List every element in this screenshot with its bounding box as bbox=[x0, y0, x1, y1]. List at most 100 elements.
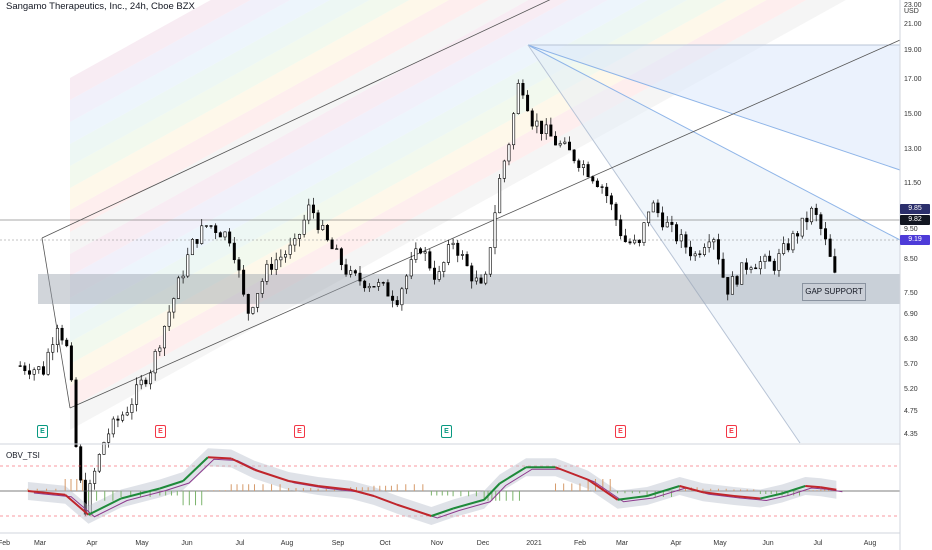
candle-up bbox=[647, 211, 651, 224]
candle-down bbox=[744, 262, 748, 270]
time-tick: Feb bbox=[0, 540, 10, 547]
channel-start-line bbox=[41, 237, 71, 409]
candle-up bbox=[800, 217, 804, 237]
candle-down bbox=[675, 224, 679, 242]
channel-band bbox=[70, 0, 688, 342]
candle-down bbox=[619, 219, 623, 237]
candle-down bbox=[339, 248, 343, 266]
price-axis-bg bbox=[900, 0, 932, 550]
candle-down bbox=[27, 370, 31, 375]
indicator-tsi-line bbox=[431, 507, 454, 517]
candle-up bbox=[158, 347, 162, 352]
candle-up bbox=[307, 204, 311, 221]
candle-up bbox=[749, 267, 753, 270]
time-tick: Feb bbox=[574, 540, 586, 547]
indicator-tsi-line bbox=[373, 495, 398, 506]
candle-up bbox=[493, 212, 497, 248]
candle-up bbox=[702, 247, 706, 255]
candle-down bbox=[735, 276, 739, 285]
candle-up bbox=[260, 281, 264, 294]
candle-up bbox=[707, 241, 711, 248]
candle-up bbox=[172, 298, 176, 313]
candle-up bbox=[405, 275, 409, 290]
candle-down bbox=[69, 345, 73, 381]
price-tick: 4.35 bbox=[904, 431, 918, 438]
candle-up bbox=[507, 144, 511, 162]
candle-down bbox=[218, 232, 222, 238]
indicator-tsi-line bbox=[483, 482, 501, 501]
candle-down bbox=[577, 160, 581, 168]
candle-up bbox=[642, 222, 646, 243]
candle-down bbox=[768, 255, 772, 262]
earnings-marker-3[interactable]: E bbox=[294, 425, 305, 438]
candle-up bbox=[302, 219, 306, 235]
candle-up bbox=[498, 178, 502, 214]
candle-up bbox=[274, 259, 278, 270]
indicator-tsi-line bbox=[288, 480, 319, 487]
candle-down bbox=[60, 327, 64, 341]
earnings-marker-4[interactable]: E bbox=[441, 425, 452, 438]
candle-up bbox=[46, 351, 50, 375]
channel-band bbox=[70, 0, 330, 144]
candle-up bbox=[153, 351, 157, 374]
candle-down bbox=[772, 260, 776, 271]
candle-down bbox=[828, 238, 832, 257]
candle-up bbox=[181, 275, 185, 279]
channel-lower-line bbox=[69, 39, 901, 409]
candle-up bbox=[149, 372, 153, 385]
earnings-marker-1[interactable]: E bbox=[37, 425, 48, 438]
earnings-marker-2[interactable]: E bbox=[155, 425, 166, 438]
indicator-tsi-line bbox=[88, 497, 122, 516]
candle-up bbox=[679, 234, 683, 242]
candle-down bbox=[684, 234, 688, 248]
earnings-marker-6[interactable]: E bbox=[726, 425, 737, 438]
candle-up bbox=[740, 262, 744, 285]
candle-up bbox=[200, 225, 204, 244]
candle-down bbox=[786, 243, 790, 251]
indicator-label: OBV_TSI bbox=[6, 451, 40, 460]
indicator-tsi-line bbox=[679, 485, 704, 494]
candle-down bbox=[628, 241, 632, 244]
candle-up bbox=[777, 253, 781, 271]
candle-down bbox=[363, 280, 367, 289]
candle-down bbox=[521, 83, 525, 96]
indicator-tsi-line bbox=[617, 495, 648, 501]
candle-down bbox=[819, 214, 823, 229]
candle-down bbox=[23, 365, 27, 372]
candle-up bbox=[162, 325, 166, 349]
indicator-tsi-line bbox=[396, 503, 432, 517]
candle-down bbox=[656, 202, 660, 214]
time-tick: Apr bbox=[87, 540, 99, 547]
fan-line-2 bbox=[527, 44, 901, 241]
indicator-tsi-line bbox=[159, 480, 184, 490]
candle-up bbox=[121, 414, 125, 421]
gap-support-label[interactable]: GAP SUPPORT bbox=[802, 283, 866, 301]
indicator-signal-line bbox=[33, 458, 843, 519]
currency-label: USD bbox=[904, 8, 919, 15]
candle-down bbox=[344, 264, 348, 275]
candle-down bbox=[358, 272, 362, 282]
candle-up bbox=[488, 247, 492, 275]
candle-down bbox=[270, 263, 274, 270]
candle-down bbox=[572, 149, 576, 162]
time-tick: Sep bbox=[332, 540, 345, 547]
price-tick: 21.00 bbox=[904, 21, 922, 28]
candle-down bbox=[595, 180, 599, 188]
time-tick: Jul bbox=[236, 540, 245, 547]
indicator-tsi-line bbox=[555, 466, 589, 481]
candle-down bbox=[79, 446, 83, 481]
candle-up bbox=[451, 242, 455, 245]
candle-up bbox=[107, 433, 111, 443]
candle-up bbox=[288, 244, 292, 255]
time-tick: Jun bbox=[181, 540, 192, 547]
candle-up bbox=[111, 418, 115, 435]
indicator-tsi-line bbox=[733, 495, 761, 500]
candle-down bbox=[65, 339, 69, 347]
time-tick: Aug bbox=[864, 540, 877, 547]
candle-down bbox=[549, 124, 553, 137]
fan-line-1 bbox=[527, 44, 901, 171]
earnings-marker-5[interactable]: E bbox=[615, 425, 626, 438]
candle-up bbox=[135, 384, 139, 405]
